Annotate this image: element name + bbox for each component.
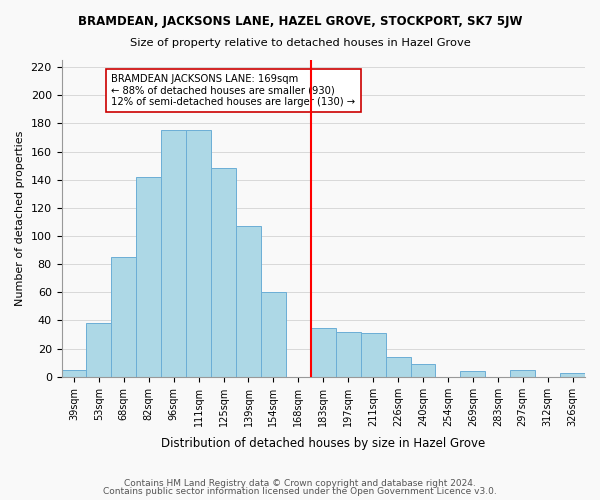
Bar (311, 328, 336, 377)
Bar (410, 364, 436, 377)
Bar (386, 357, 410, 377)
Bar (186, 130, 211, 377)
Bar (236, 226, 261, 377)
Y-axis label: Number of detached properties: Number of detached properties (15, 130, 25, 306)
Bar (261, 292, 286, 377)
Bar (361, 333, 386, 377)
Text: BRAMDEAN, JACKSONS LANE, HAZEL GROVE, STOCKPORT, SK7 5JW: BRAMDEAN, JACKSONS LANE, HAZEL GROVE, ST… (78, 15, 522, 28)
Bar (510, 370, 535, 377)
Bar (211, 168, 236, 377)
Bar (136, 177, 161, 377)
Bar (112, 257, 136, 377)
Text: Size of property relative to detached houses in Hazel Grove: Size of property relative to detached ho… (130, 38, 470, 48)
Bar (560, 372, 585, 377)
X-axis label: Distribution of detached houses by size in Hazel Grove: Distribution of detached houses by size … (161, 437, 485, 450)
Text: Contains public sector information licensed under the Open Government Licence v3: Contains public sector information licen… (103, 487, 497, 496)
Bar (86, 324, 112, 377)
Text: BRAMDEAN JACKSONS LANE: 169sqm
← 88% of detached houses are smaller (930)
12% of: BRAMDEAN JACKSONS LANE: 169sqm ← 88% of … (112, 74, 356, 108)
Bar (460, 371, 485, 377)
Text: Contains HM Land Registry data © Crown copyright and database right 2024.: Contains HM Land Registry data © Crown c… (124, 478, 476, 488)
Bar (336, 332, 361, 377)
Bar (161, 130, 186, 377)
Bar (62, 370, 86, 377)
